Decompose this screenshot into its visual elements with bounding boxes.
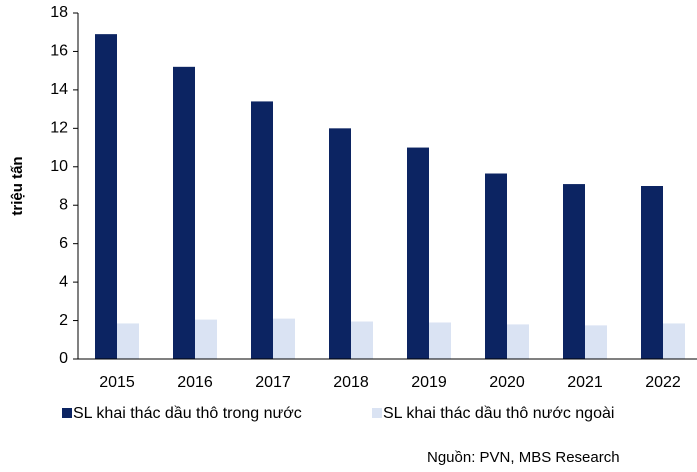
legend-swatch <box>62 408 72 418</box>
bar <box>407 147 429 359</box>
x-tick-label: 2019 <box>411 374 447 391</box>
x-tick-label: 2022 <box>645 374 681 391</box>
x-tick-label: 2016 <box>177 374 213 391</box>
y-tick-label: 8 <box>59 196 68 213</box>
bar <box>173 66 195 360</box>
y-axis-label: triệu tấn <box>9 156 26 215</box>
x-tick-label: 2018 <box>333 374 369 391</box>
x-tick-label: 2020 <box>489 374 525 391</box>
legend-label: SL khai thác dầu thô trong nước <box>73 405 302 422</box>
y-tick-label: 6 <box>59 235 68 252</box>
bar <box>485 173 507 359</box>
y-tick-label: 4 <box>59 273 68 290</box>
bar <box>251 101 273 359</box>
y-tick-label: 16 <box>50 43 68 60</box>
x-tick-label: 2021 <box>567 374 603 391</box>
source: Nguồn: PVN, MBS Research <box>427 449 620 466</box>
bar <box>641 186 663 359</box>
y-tick-label: 18 <box>50 4 68 21</box>
bar <box>507 324 529 359</box>
bar <box>195 319 217 359</box>
bar <box>117 323 139 359</box>
bar <box>429 322 451 359</box>
y-tick-label: 0 <box>59 350 68 367</box>
y-tick-label: 14 <box>50 81 68 98</box>
bar <box>585 325 607 359</box>
bar <box>663 323 685 359</box>
bar <box>329 128 351 359</box>
y-tick-label: 12 <box>50 120 68 137</box>
legend-swatch <box>372 408 382 418</box>
bar <box>563 184 585 359</box>
x-tick-label: 2015 <box>99 374 135 391</box>
x-tick-label: 2017 <box>255 374 291 391</box>
y-tick-label: 2 <box>59 312 68 329</box>
y-tick-label: 10 <box>50 158 68 175</box>
bar <box>273 318 295 359</box>
legend-label: SL khai thác dầu thô nước ngoài <box>383 405 614 422</box>
bar <box>351 321 373 359</box>
bar <box>95 34 117 360</box>
